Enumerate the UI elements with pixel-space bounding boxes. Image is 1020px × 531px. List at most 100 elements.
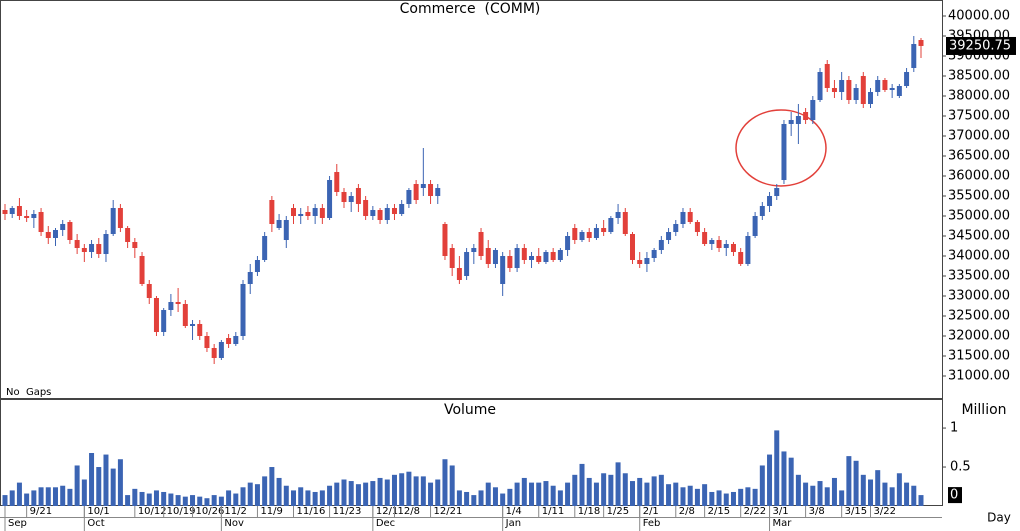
- volume-bar: [391, 474, 397, 506]
- candle-body: [781, 124, 787, 180]
- candle-body: [593, 228, 599, 238]
- volume-bar: [464, 491, 470, 506]
- candle-body: [694, 222, 700, 232]
- volume-bar: [420, 476, 426, 506]
- month-label: Nov: [224, 518, 244, 529]
- volume-bar: [348, 481, 354, 506]
- x-tick-label: 11/23: [333, 506, 362, 517]
- candle-body: [521, 248, 527, 260]
- volume-bar: [139, 491, 145, 506]
- candle-body: [853, 88, 859, 100]
- candle-body: [817, 72, 823, 100]
- volume-bar: [788, 457, 794, 506]
- candle-body: [31, 214, 37, 218]
- candle-body: [399, 204, 405, 214]
- candle-body: [449, 248, 455, 268]
- volume-bar: [449, 465, 455, 506]
- volume-bar: [355, 484, 361, 506]
- candle-body: [788, 120, 794, 124]
- candle-body: [153, 298, 159, 332]
- candle-body: [550, 252, 556, 260]
- candle-body: [666, 232, 672, 240]
- candle-body: [211, 348, 217, 358]
- x-tick-label: 1/25: [607, 506, 629, 517]
- volume-bar: [896, 473, 902, 506]
- volume-bar: [125, 495, 131, 506]
- volume-bar: [226, 490, 232, 506]
- x-tick-label: 12/8: [397, 506, 419, 517]
- volume-bar: [622, 473, 628, 506]
- candle-body: [269, 200, 275, 224]
- volume-bar: [687, 485, 693, 506]
- volume-bar: [716, 490, 722, 506]
- candle-body: [723, 244, 729, 248]
- candle-body: [218, 342, 224, 358]
- candle-body: [514, 248, 520, 268]
- volume-bar: [406, 471, 412, 506]
- candle-body: [370, 210, 376, 216]
- volume-bar: [117, 459, 123, 506]
- volume-bar: [601, 473, 607, 506]
- candle-body: [60, 224, 66, 230]
- month-label: Dec: [376, 518, 395, 529]
- x-tick-label: 10/26: [196, 506, 225, 517]
- y-tick-label: 1: [950, 421, 958, 436]
- highlight-circle: [735, 109, 827, 187]
- candle-body: [182, 304, 188, 326]
- candle-body: [319, 208, 325, 218]
- x-tick-label: 10/1: [87, 506, 109, 517]
- volume-bar: [759, 465, 765, 506]
- y-tick-label: 32000.00: [948, 329, 1010, 344]
- y-tick-label: 34500.00: [948, 229, 1010, 244]
- volume-bar: [89, 453, 95, 506]
- x-tick-label: 11/9: [260, 506, 282, 517]
- volume-bar: [182, 496, 188, 506]
- candle-body: [687, 212, 693, 222]
- candle-body: [651, 250, 657, 258]
- volume-bar: [175, 495, 181, 506]
- month-label: Mar: [773, 518, 793, 529]
- volume-bar: [254, 484, 260, 506]
- candle-body: [103, 234, 109, 254]
- volume-bar: [247, 482, 253, 506]
- candle-body: [298, 214, 304, 216]
- volume-bar: [543, 481, 549, 506]
- volume-bar: [74, 465, 80, 506]
- volume-bar: [637, 477, 643, 506]
- x-tick-label: 2/15: [708, 506, 730, 517]
- volume-bar: [435, 479, 441, 506]
- y-tick-label: 35000.00: [948, 209, 1010, 224]
- candle-body: [810, 100, 816, 120]
- volume-bar: [161, 491, 167, 506]
- volume-bar: [810, 485, 816, 506]
- x-tick-label: 1/4: [506, 506, 522, 517]
- x-tick-label: 3/1: [773, 506, 789, 517]
- candle-body: [471, 248, 477, 252]
- last-volume-box: [948, 487, 962, 504]
- volume-bar: [2, 495, 8, 506]
- candle-body: [291, 208, 297, 216]
- volume-bar: [233, 493, 239, 506]
- volume-bar: [45, 487, 51, 506]
- volume-bar: [370, 481, 376, 506]
- x-tick-label: 3/15: [845, 506, 867, 517]
- volume-bar: [153, 490, 159, 506]
- candle-body: [911, 44, 917, 68]
- volume-bar: [298, 487, 304, 506]
- volume-bar: [485, 482, 491, 506]
- volume-bar: [853, 460, 859, 506]
- y-tick-label: 33000.00: [948, 289, 1010, 304]
- candle-body: [420, 184, 426, 188]
- volume-bar: [492, 487, 498, 506]
- volume-bar: [319, 490, 325, 506]
- price-panel: [0, 0, 943, 399]
- candle-body: [363, 200, 369, 216]
- candle-body: [536, 256, 542, 262]
- y-tick-label: 32500.00: [948, 309, 1010, 324]
- candle-body: [132, 242, 138, 248]
- candle-body: [190, 324, 196, 326]
- x-tick-label: 1/18: [578, 506, 600, 517]
- candle-body: [96, 244, 102, 254]
- volume-bar: [824, 487, 830, 506]
- volume-bar: [218, 496, 224, 506]
